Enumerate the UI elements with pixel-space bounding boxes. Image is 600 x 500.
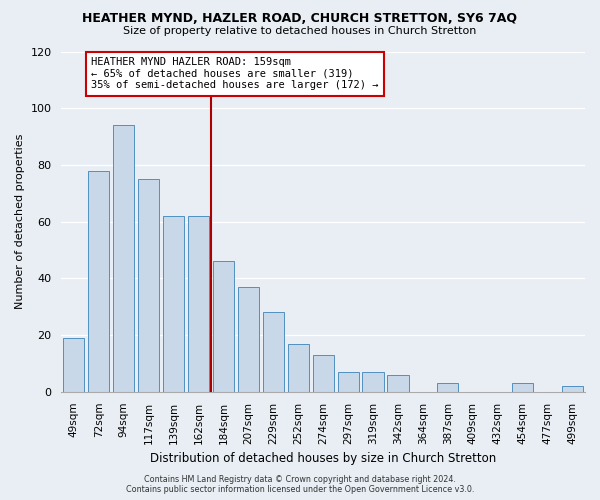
- Text: HEATHER MYND, HAZLER ROAD, CHURCH STRETTON, SY6 7AQ: HEATHER MYND, HAZLER ROAD, CHURCH STRETT…: [83, 12, 517, 26]
- Bar: [287, 344, 309, 392]
- Bar: [562, 386, 583, 392]
- Text: Contains HM Land Registry data © Crown copyright and database right 2024.
Contai: Contains HM Land Registry data © Crown c…: [126, 474, 474, 494]
- Bar: [437, 384, 458, 392]
- Bar: [88, 170, 109, 392]
- X-axis label: Distribution of detached houses by size in Church Stretton: Distribution of detached houses by size …: [150, 452, 496, 465]
- Bar: [113, 125, 134, 392]
- Bar: [213, 262, 234, 392]
- Text: Size of property relative to detached houses in Church Stretton: Size of property relative to detached ho…: [124, 26, 476, 36]
- Bar: [138, 179, 159, 392]
- Bar: [338, 372, 359, 392]
- Text: HEATHER MYND HAZLER ROAD: 159sqm
← 65% of detached houses are smaller (319)
35% : HEATHER MYND HAZLER ROAD: 159sqm ← 65% o…: [91, 57, 379, 90]
- Bar: [512, 384, 533, 392]
- Bar: [188, 216, 209, 392]
- Bar: [63, 338, 85, 392]
- Bar: [238, 287, 259, 392]
- Bar: [263, 312, 284, 392]
- Bar: [163, 216, 184, 392]
- Bar: [362, 372, 383, 392]
- Y-axis label: Number of detached properties: Number of detached properties: [15, 134, 25, 310]
- Bar: [313, 355, 334, 392]
- Bar: [388, 375, 409, 392]
